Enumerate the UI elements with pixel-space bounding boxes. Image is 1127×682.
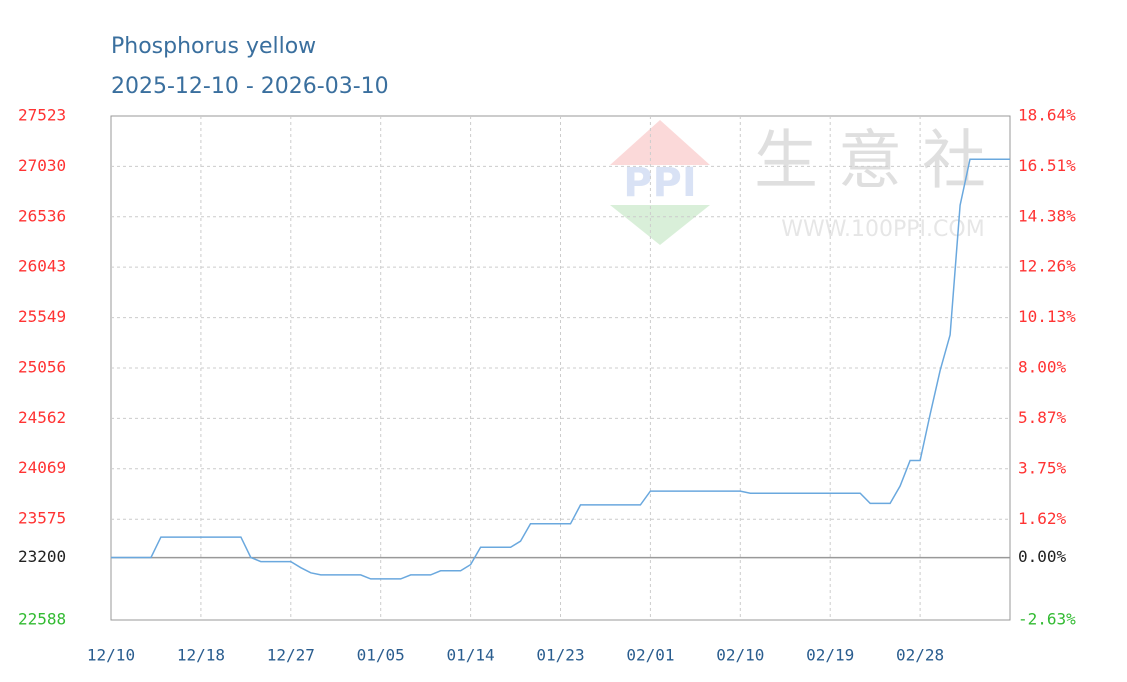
y-tick-label: 26536 [18, 206, 66, 225]
y2-tick-label: 18.64% [1018, 106, 1076, 125]
y2-tick-label: 0.00% [1018, 547, 1067, 566]
y2-tick-label: 10.13% [1018, 307, 1076, 326]
x-tick-label: 02/19 [806, 646, 854, 665]
y-tick-label: 27030 [18, 156, 66, 175]
y-tick-label: 24069 [18, 458, 66, 477]
x-tick-label: 02/01 [626, 646, 674, 665]
y2-tick-label: 8.00% [1018, 358, 1067, 377]
watermark-name: 生意社 [754, 125, 1006, 199]
x-tick-label: 01/05 [357, 646, 405, 665]
x-tick-label: 02/28 [896, 646, 944, 665]
y2-tick-label: 3.75% [1018, 458, 1067, 477]
x-tick-label: 01/14 [447, 646, 495, 665]
x-tick-label: 12/18 [177, 646, 225, 665]
x-tick-label: 01/23 [536, 646, 584, 665]
y2-tick-label: 12.26% [1018, 257, 1076, 276]
y2-tick-label: 1.62% [1018, 509, 1067, 528]
y-tick-label: 23575 [18, 509, 66, 528]
watermark-shape [610, 120, 710, 165]
y-tick-label: 23200 [18, 547, 66, 566]
y2-tick-label: 16.51% [1018, 156, 1076, 175]
watermark-shape [610, 205, 710, 245]
x-tick-label: 02/10 [716, 646, 764, 665]
watermark: PPI 生意社 WWW.100PPI.COM [610, 120, 1006, 245]
y2-tick-label: -2.63% [1018, 610, 1076, 629]
watermark-url: WWW.100PPI.COM [781, 217, 984, 242]
y-tick-label: 22588 [18, 610, 66, 629]
watermark-logo: PPI [623, 160, 697, 206]
y-tick-label: 25549 [18, 307, 66, 326]
x-tick-label: 12/10 [87, 646, 135, 665]
y-tick-label: 27523 [18, 106, 66, 125]
y2-tick-label: 14.38% [1018, 206, 1076, 225]
y2-tick-label: 5.87% [1018, 408, 1067, 427]
chart-title: Phosphorus yellow [111, 34, 316, 59]
y-tick-label: 25056 [18, 357, 66, 376]
chart-subtitle: 2025-12-10 - 2026-03-10 [111, 74, 389, 99]
x-tick-label: 12/27 [267, 646, 315, 665]
y-tick-label: 24562 [18, 408, 66, 427]
line [111, 158, 1010, 580]
y-tick-label: 26043 [18, 257, 66, 276]
